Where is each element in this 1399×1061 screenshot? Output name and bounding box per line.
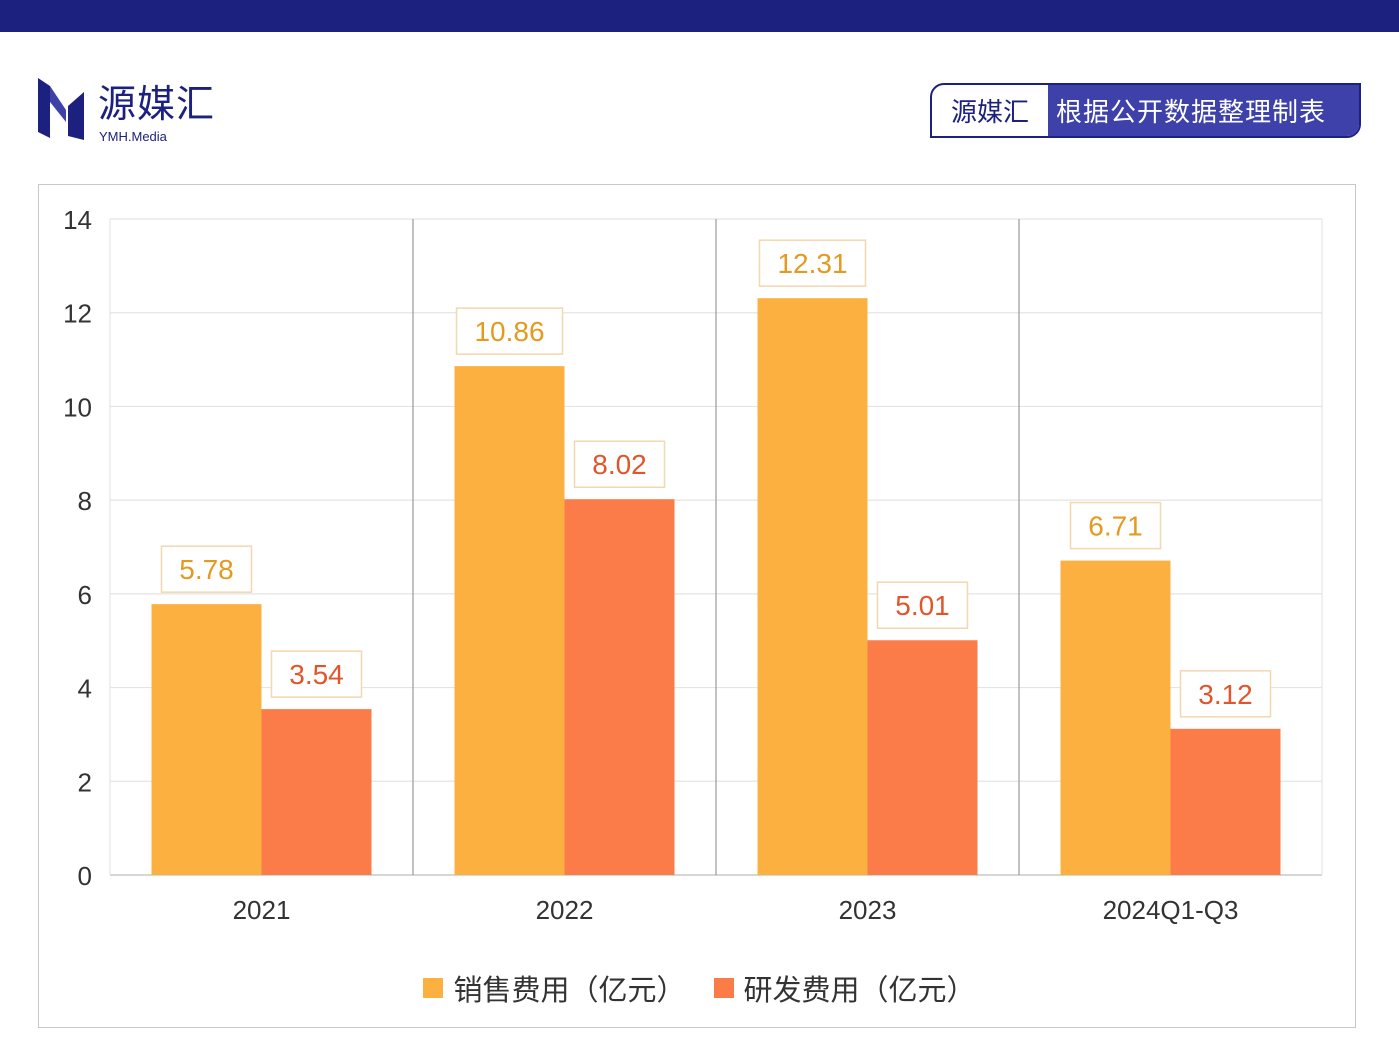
data-label-box xyxy=(876,581,969,629)
data-label-box xyxy=(1179,670,1272,718)
legend-item-rd: 研发费用（亿元） xyxy=(713,967,976,1009)
bar-sales xyxy=(757,298,868,875)
bar-sales xyxy=(151,604,262,875)
ymh-logo-icon xyxy=(38,78,84,140)
data-label-box xyxy=(270,650,363,698)
legend-item-sales: 销售费用（亿元） xyxy=(423,967,686,1009)
brand-logo: 源媒汇 YMH.Media xyxy=(36,76,296,156)
chart-frame xyxy=(38,184,1356,1028)
y-tick-label: 8 xyxy=(78,486,92,516)
bar-sales xyxy=(1060,560,1171,875)
source-badge: 源媒汇 根据公开数据整理制表 xyxy=(930,83,1361,138)
y-tick-label: 0 xyxy=(78,861,92,891)
logo-chinese-name: 源媒汇 xyxy=(98,82,216,126)
x-tick-label: 2021 xyxy=(233,895,291,925)
bar-rd xyxy=(867,640,978,875)
bar-rd xyxy=(261,709,372,875)
x-tick-label: 2023 xyxy=(839,895,897,925)
bar-sales xyxy=(454,366,565,875)
y-tick-label: 6 xyxy=(78,580,92,610)
legend-swatch-rd xyxy=(713,978,734,998)
legend-label-sales: 销售费用（亿元） xyxy=(453,973,686,1007)
bar-rd xyxy=(564,499,675,875)
y-tick-label: 14 xyxy=(63,205,92,235)
legend-label-rd: 研发费用（亿元） xyxy=(743,973,976,1007)
data-label-box xyxy=(573,440,666,488)
data-label-rd: 5.01 xyxy=(895,590,950,621)
data-label-rd: 3.12 xyxy=(1198,679,1253,710)
data-label-sales: 5.78 xyxy=(179,554,234,585)
legend-swatch-sales xyxy=(423,978,444,998)
data-label-rd: 3.54 xyxy=(289,659,344,690)
x-tick-label: 2024Q1-Q3 xyxy=(1103,895,1239,925)
data-label-rd: 8.02 xyxy=(592,449,647,480)
bar-rd xyxy=(1170,728,1281,875)
x-tick-label: 2022 xyxy=(536,895,594,925)
data-label-box xyxy=(455,307,564,355)
y-tick-label: 10 xyxy=(63,392,92,422)
data-label-box xyxy=(1069,501,1162,550)
data-label-sales: 6.71 xyxy=(1088,511,1143,542)
logo-english-name: YMH.Media xyxy=(99,129,167,144)
data-label-box xyxy=(758,239,867,287)
y-tick-label: 2 xyxy=(78,767,92,797)
source-brand: 源媒汇 xyxy=(950,98,1029,128)
data-label-box xyxy=(160,545,253,593)
y-tick-label: 12 xyxy=(63,299,92,329)
y-tick-label: 4 xyxy=(78,674,92,704)
source-note: 根据公开数据整理制表 xyxy=(1048,85,1359,136)
top-banner xyxy=(0,0,1399,32)
data-label-sales: 12.31 xyxy=(777,248,847,279)
data-label-sales: 10.86 xyxy=(474,316,544,347)
chart-legend: 销售费用（亿元） 研发费用（亿元） xyxy=(0,968,1399,1008)
